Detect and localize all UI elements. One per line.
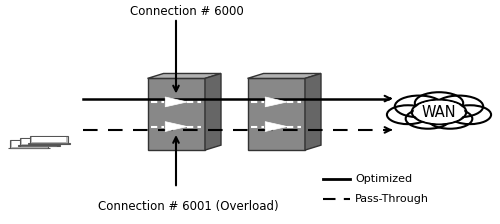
Polygon shape bbox=[265, 122, 287, 131]
Circle shape bbox=[435, 96, 483, 117]
Polygon shape bbox=[12, 141, 46, 147]
Polygon shape bbox=[28, 143, 70, 144]
Polygon shape bbox=[165, 97, 187, 107]
Circle shape bbox=[449, 105, 491, 124]
Circle shape bbox=[428, 109, 472, 129]
Polygon shape bbox=[30, 136, 68, 143]
Circle shape bbox=[412, 100, 467, 124]
Circle shape bbox=[395, 96, 443, 117]
Text: Optimized: Optimized bbox=[355, 174, 412, 184]
Polygon shape bbox=[10, 140, 48, 148]
Polygon shape bbox=[248, 78, 305, 150]
Polygon shape bbox=[205, 73, 221, 150]
Polygon shape bbox=[22, 139, 56, 144]
Text: Pass-Through: Pass-Through bbox=[355, 194, 429, 204]
Text: Connection # 6001 (Overload): Connection # 6001 (Overload) bbox=[98, 200, 278, 213]
Circle shape bbox=[406, 109, 450, 129]
Polygon shape bbox=[265, 97, 287, 107]
Polygon shape bbox=[32, 137, 66, 142]
Circle shape bbox=[387, 105, 429, 124]
Circle shape bbox=[415, 92, 463, 114]
Polygon shape bbox=[20, 138, 58, 145]
Polygon shape bbox=[305, 73, 321, 150]
Polygon shape bbox=[248, 73, 321, 78]
Polygon shape bbox=[148, 78, 205, 150]
Text: Connection # 6000: Connection # 6000 bbox=[130, 5, 244, 18]
Polygon shape bbox=[148, 73, 221, 78]
Circle shape bbox=[414, 101, 465, 123]
Text: WAN: WAN bbox=[422, 105, 456, 119]
Polygon shape bbox=[18, 145, 60, 146]
Polygon shape bbox=[165, 122, 187, 131]
